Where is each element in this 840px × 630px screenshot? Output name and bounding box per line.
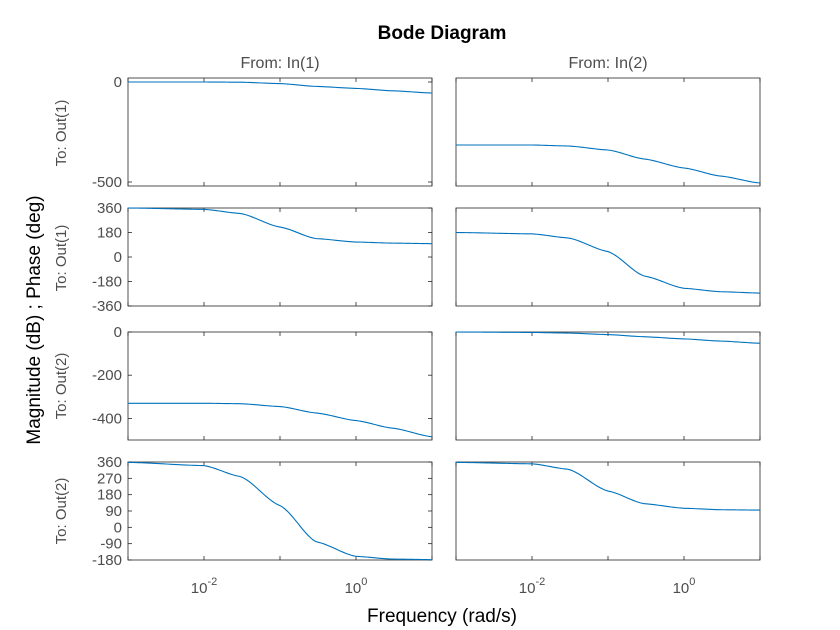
panel-r4-c2 xyxy=(455,461,761,561)
panel-frame xyxy=(455,77,761,187)
panel-frame xyxy=(127,331,433,441)
column-title-in2: From: In(2) xyxy=(568,55,647,72)
response-curve-phase xyxy=(127,207,433,245)
x-axis-label: Frequency (rad/s) xyxy=(367,606,517,627)
y-tick-label: -180 xyxy=(92,552,122,569)
response-curve-magnitude xyxy=(128,81,433,94)
response-curve-phase xyxy=(455,231,761,294)
y-tick-label: 360 xyxy=(97,200,122,217)
response-curve-magnitude xyxy=(456,144,761,184)
panel-r2-c1: 360 180 0 -180 -360 xyxy=(92,200,433,315)
row-label-out1-magnitude: To: Out(1) xyxy=(53,100,70,167)
panel-r1-c1: 0 -500 xyxy=(92,74,433,191)
y-tick-label: 270 xyxy=(97,470,122,487)
panel-r3-c1: 0 -200 -400 xyxy=(92,324,433,441)
y-tick-label: -360 xyxy=(92,298,122,315)
chart-title: Bode Diagram xyxy=(378,23,507,44)
y-tick-label: 0 xyxy=(114,324,122,341)
response-curve-magnitude xyxy=(128,402,433,438)
y-tick-label: -180 xyxy=(92,274,122,291)
y-tick-label: 0 xyxy=(114,74,122,91)
y-tick-label: -400 xyxy=(92,410,122,427)
y-tick-label: 90 xyxy=(105,503,122,520)
panel-frame xyxy=(127,207,433,307)
panel-r1-c2 xyxy=(455,77,761,187)
column-title-in1: From: In(1) xyxy=(240,55,319,72)
y-tick-label: 360 xyxy=(97,454,122,471)
panel-r2-c2 xyxy=(455,207,761,307)
panel-frame xyxy=(455,331,761,441)
x-tick-label: 10-2 xyxy=(519,576,545,597)
y-tick-label: 180 xyxy=(97,225,122,242)
row-label-out2-phase: To: Out(2) xyxy=(53,478,70,545)
y-tick-label: 0 xyxy=(114,249,122,266)
x-tick-label: 100 xyxy=(673,576,696,597)
response-curve-magnitude xyxy=(455,331,761,344)
y-tick-label: -200 xyxy=(92,367,122,384)
panel-frame xyxy=(455,461,761,561)
panel-frame xyxy=(127,461,433,561)
response-curve-phase xyxy=(455,461,761,511)
panels-group: 0-5003601800-180-3600-200-40036027018090… xyxy=(92,74,761,597)
response-curve-phase xyxy=(127,461,433,561)
panel-r3-c2 xyxy=(455,331,761,441)
x-tick-label: 100 xyxy=(345,576,368,597)
row-label-out2-magnitude: To: Out(2) xyxy=(53,353,70,420)
y-tick-label: -500 xyxy=(92,174,122,191)
panel-frame xyxy=(127,77,433,187)
y-tick-label: 0 xyxy=(114,519,122,536)
row-label-out1-phase: To: Out(1) xyxy=(53,225,70,292)
x-tick-label: 10-2 xyxy=(191,576,217,597)
y-tick-label: 180 xyxy=(97,487,122,504)
y-tick-label: -90 xyxy=(100,536,122,553)
y-axis-label: Magnitude (dB) ; Phase (deg) xyxy=(24,195,45,444)
